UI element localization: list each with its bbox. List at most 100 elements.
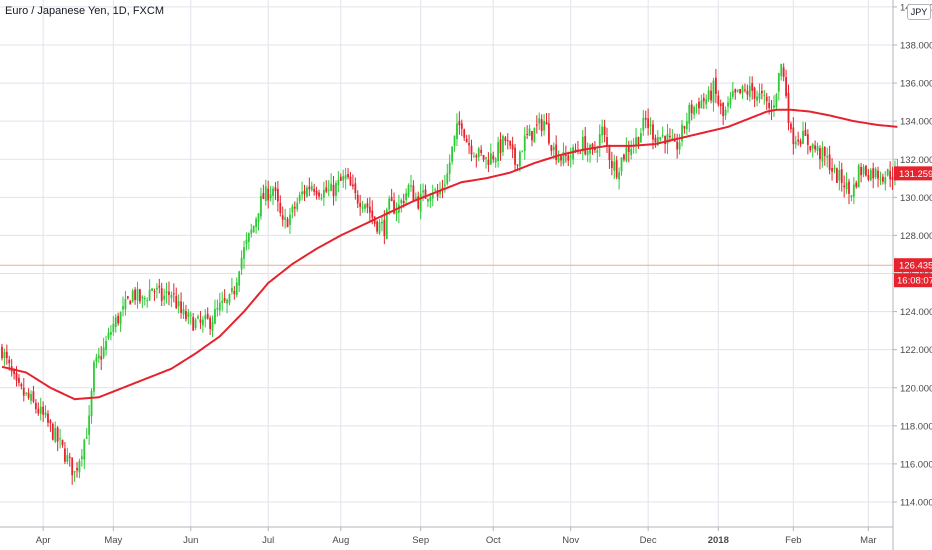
candle[interactable]: [499, 132, 502, 161]
candle[interactable]: [281, 206, 284, 227]
candle[interactable]: [831, 158, 833, 181]
candle[interactable]: [598, 124, 601, 158]
candle[interactable]: [364, 203, 366, 213]
candle[interactable]: [661, 126, 664, 138]
candle[interactable]: [833, 164, 836, 174]
candle[interactable]: [410, 174, 412, 192]
candle[interactable]: [339, 173, 342, 181]
candle[interactable]: [407, 183, 410, 198]
candle[interactable]: [18, 373, 20, 387]
candle[interactable]: [291, 204, 294, 219]
candle[interactable]: [891, 166, 894, 190]
candle[interactable]: [395, 202, 398, 222]
candle[interactable]: [482, 154, 485, 163]
candle[interactable]: [700, 94, 703, 109]
candle[interactable]: [584, 126, 587, 156]
candle[interactable]: [548, 113, 550, 146]
candle[interactable]: [746, 84, 749, 101]
candle[interactable]: [110, 325, 112, 341]
candle[interactable]: [577, 140, 579, 155]
candle[interactable]: [458, 111, 461, 135]
candle[interactable]: [354, 177, 357, 200]
candle[interactable]: [843, 175, 846, 198]
candle[interactable]: [514, 143, 516, 171]
candle[interactable]: [42, 401, 45, 422]
candle[interactable]: [533, 127, 536, 143]
candle[interactable]: [780, 63, 783, 81]
candle[interactable]: [141, 295, 144, 308]
candle[interactable]: [477, 146, 480, 162]
candle[interactable]: [799, 138, 802, 148]
candle[interactable]: [264, 179, 267, 206]
candle[interactable]: [279, 195, 282, 217]
candle[interactable]: [869, 167, 872, 182]
candle[interactable]: [211, 315, 214, 338]
candle[interactable]: [30, 390, 32, 405]
candle[interactable]: [315, 186, 318, 200]
candle[interactable]: [756, 90, 758, 107]
candle[interactable]: [526, 125, 529, 139]
candle[interactable]: [95, 353, 98, 369]
candle[interactable]: [298, 191, 301, 204]
candle[interactable]: [276, 180, 279, 212]
candle[interactable]: [497, 136, 499, 168]
time-axis[interactable]: Apr May Jun Jul Aug Sep Oct Nov Dec 2018 Feb Mar: [36, 527, 877, 546]
candle[interactable]: [717, 90, 720, 107]
candle[interactable]: [187, 308, 190, 325]
candle[interactable]: [39, 397, 42, 421]
candle[interactable]: [850, 194, 853, 202]
candle[interactable]: [881, 173, 884, 185]
candle[interactable]: [136, 281, 139, 309]
candle[interactable]: [310, 181, 313, 192]
candle[interactable]: [819, 145, 821, 170]
candle[interactable]: [744, 83, 746, 93]
candle[interactable]: [37, 402, 40, 416]
candle[interactable]: [255, 216, 257, 234]
candle[interactable]: [874, 167, 877, 180]
candle[interactable]: [647, 108, 650, 136]
candle[interactable]: [690, 100, 693, 121]
candle[interactable]: [417, 191, 420, 210]
candle[interactable]: [596, 145, 599, 163]
candle[interactable]: [618, 167, 620, 190]
candle[interactable]: [189, 311, 192, 325]
candle[interactable]: [359, 194, 362, 216]
candle[interactable]: [748, 76, 751, 102]
candle[interactable]: [54, 421, 57, 444]
candle[interactable]: [840, 162, 843, 192]
candle[interactable]: [809, 145, 812, 153]
candle[interactable]: [168, 281, 170, 306]
candle[interactable]: [112, 315, 115, 336]
candle[interactable]: [702, 93, 705, 109]
candle[interactable]: [337, 171, 340, 193]
candle[interactable]: [22, 377, 25, 402]
candle[interactable]: [695, 103, 698, 114]
candle[interactable]: [456, 113, 458, 146]
candle[interactable]: [260, 187, 262, 220]
candle[interactable]: [143, 295, 146, 306]
candle[interactable]: [606, 127, 608, 153]
candle[interactable]: [250, 223, 253, 238]
candle[interactable]: [27, 388, 30, 400]
candle[interactable]: [826, 147, 829, 168]
candle[interactable]: [451, 146, 454, 165]
candle[interactable]: [216, 299, 219, 317]
candle[interactable]: [368, 197, 371, 223]
candle[interactable]: [528, 124, 531, 137]
candle[interactable]: [642, 109, 645, 136]
candle[interactable]: [126, 295, 129, 300]
candle[interactable]: [572, 144, 575, 165]
candle[interactable]: [243, 240, 245, 269]
candle[interactable]: [760, 83, 763, 100]
candle[interactable]: [306, 185, 308, 198]
candle[interactable]: [381, 215, 383, 232]
candle[interactable]: [301, 181, 303, 201]
candle[interactable]: [342, 169, 345, 188]
candle[interactable]: [473, 152, 475, 158]
candle[interactable]: [872, 162, 875, 189]
candle[interactable]: [804, 122, 807, 136]
candle[interactable]: [56, 426, 59, 452]
candle[interactable]: [821, 141, 824, 168]
candle[interactable]: [560, 155, 562, 167]
candle[interactable]: [581, 129, 584, 161]
